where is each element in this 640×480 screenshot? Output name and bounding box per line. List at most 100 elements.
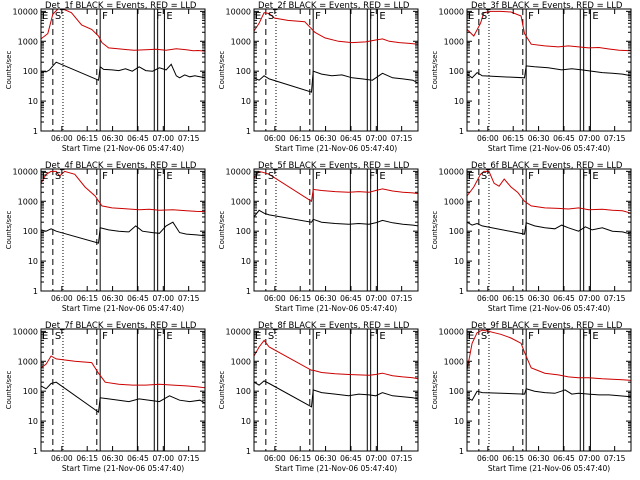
events-series-line xyxy=(253,380,419,408)
interval-marker-label: F xyxy=(528,171,534,182)
y-tick-label: 10 xyxy=(28,257,38,266)
interval-marker-label: E xyxy=(42,331,48,342)
interval-marker-label: F xyxy=(156,171,162,182)
x-axis-label: Start Time (21-Nov-06 05:47:40) xyxy=(62,304,184,313)
interval-marker-label: S xyxy=(481,171,487,182)
plot-frame xyxy=(466,168,632,292)
y-tick-label: 10000 xyxy=(13,167,38,176)
x-tick-label: 07:15 xyxy=(391,294,413,303)
x-tick-label: 07:00 xyxy=(152,294,174,303)
interval-marker-label: E xyxy=(379,11,385,22)
x-tick-label: 06:00 xyxy=(264,454,286,463)
detector-panel-5: 1 10 100 1000 10000 06:00 06:15 06:30 06:45 07:00… xyxy=(218,161,419,313)
y-tick-label: 1 xyxy=(33,447,38,456)
y-axis-label: Counts/sec xyxy=(5,51,13,90)
plot-frame xyxy=(466,328,632,452)
interval-marker-label: E xyxy=(166,171,172,182)
interval-marker-label: F xyxy=(102,171,108,182)
interval-marker-label: E xyxy=(379,331,385,342)
x-tick-label: 06:30 xyxy=(528,454,550,463)
x-tick-label: 06:30 xyxy=(102,454,124,463)
x-tick-label: 06:15 xyxy=(76,294,98,303)
interval-marker-label: F xyxy=(156,11,162,22)
y-tick-label: 1 xyxy=(459,127,464,136)
panel-title: Det_2f BLACK = Events, RED = LLD xyxy=(258,1,410,11)
x-tick-label: 06:15 xyxy=(502,454,524,463)
x-axis-label: Start Time (21-Nov-06 05:47:40) xyxy=(275,144,397,153)
x-tick-label: 06:15 xyxy=(289,294,311,303)
interval-marker-label: S xyxy=(55,171,61,182)
plot-frame xyxy=(253,168,419,292)
panel-title: Det_3f BLACK = Events, RED = LLD xyxy=(471,1,623,11)
interval-marker-label: F xyxy=(315,11,321,22)
y-tick-label: 1000 xyxy=(444,197,464,206)
interval-marker-label: F xyxy=(156,331,162,342)
x-axis-label: Start Time (21-Nov-06 05:47:40) xyxy=(488,144,610,153)
lld-series-line xyxy=(466,170,632,214)
y-tick-label: 100 xyxy=(449,67,464,76)
panel-title: Det_5f BLACK = Events, RED = LLD xyxy=(258,161,410,171)
y-tick-label: 1000 xyxy=(18,37,38,46)
interval-marker-label: F xyxy=(369,331,375,342)
interval-marker-label: E xyxy=(255,11,261,22)
y-axis-label: Counts/sec xyxy=(218,51,226,90)
x-tick-label: 07:15 xyxy=(178,134,200,143)
y-tick-label: 10000 xyxy=(439,7,464,16)
y-axis-label: Counts/sec xyxy=(5,371,13,410)
detector-panel-7: 1 10 100 1000 10000 06:00 06:15 06:30 06:45 07:00… xyxy=(5,321,206,473)
x-tick-label: 06:15 xyxy=(502,294,524,303)
x-tick-label: 06:30 xyxy=(102,134,124,143)
x-tick-label: 06:00 xyxy=(477,294,499,303)
events-series-line xyxy=(253,70,419,93)
y-axis-label: Counts/sec xyxy=(431,51,439,90)
x-tick-label: 07:00 xyxy=(365,134,387,143)
panel-title: Det_1f BLACK = Events, RED = LLD xyxy=(45,1,197,11)
events-series-line xyxy=(253,209,419,227)
y-tick-label: 100 xyxy=(449,227,464,236)
y-tick-label: 1 xyxy=(459,447,464,456)
y-tick-label: 1 xyxy=(459,287,464,296)
plot-frame xyxy=(253,328,419,452)
x-tick-label: 06:30 xyxy=(315,294,337,303)
detector-panel-1: 1 10 100 1000 10000 06:00 06:15 06:30 06:45 07:00… xyxy=(5,1,206,153)
x-tick-label: 06:00 xyxy=(264,134,286,143)
x-axis-label: Start Time (21-Nov-06 05:47:40) xyxy=(275,304,397,313)
x-tick-label: 06:30 xyxy=(102,294,124,303)
events-series-line xyxy=(40,61,206,81)
x-tick-label: 07:15 xyxy=(178,454,200,463)
y-tick-label: 10 xyxy=(28,97,38,106)
x-tick-label: 06:15 xyxy=(289,454,311,463)
x-tick-label: 06:30 xyxy=(315,454,337,463)
x-tick-label: 06:00 xyxy=(264,294,286,303)
x-axis-label: Start Time (21-Nov-06 05:47:40) xyxy=(275,464,397,473)
y-tick-label: 1000 xyxy=(444,357,464,366)
events-series-line xyxy=(466,388,632,401)
interval-marker-label: F xyxy=(582,171,588,182)
y-tick-label: 10 xyxy=(28,417,38,426)
detector-panel-9: 1 10 100 1000 10000 06:00 06:15 06:30 06:45 07:00… xyxy=(431,321,632,473)
y-tick-label: 1000 xyxy=(18,197,38,206)
y-tick-label: 10 xyxy=(454,97,464,106)
detector-panel-6: 1 10 100 1000 10000 06:00 06:15 06:30 06:45 07:00… xyxy=(431,161,632,313)
y-tick-label: 1 xyxy=(246,447,251,456)
y-tick-label: 10000 xyxy=(226,167,251,176)
lld-series-line xyxy=(253,339,419,380)
x-tick-label: 07:00 xyxy=(152,134,174,143)
x-tick-label: 06:30 xyxy=(528,294,550,303)
detector-panel-3: 1 10 100 1000 10000 06:00 06:15 06:30 06:45 07:00… xyxy=(431,1,632,153)
interval-marker-label: S xyxy=(481,11,487,22)
interval-marker-label: S xyxy=(55,331,61,342)
y-tick-label: 10 xyxy=(454,417,464,426)
x-tick-label: 07:15 xyxy=(604,294,626,303)
lld-series-line xyxy=(40,355,206,389)
interval-marker-label: F xyxy=(102,331,108,342)
x-axis-label: Start Time (21-Nov-06 05:47:40) xyxy=(62,144,184,153)
x-tick-label: 06:45 xyxy=(340,134,362,143)
y-tick-label: 10000 xyxy=(226,327,251,336)
events-series-line xyxy=(466,221,632,235)
y-tick-label: 10000 xyxy=(226,7,251,16)
panel-title: Det_6f BLACK = Events, RED = LLD xyxy=(471,161,623,171)
x-tick-label: 07:15 xyxy=(604,454,626,463)
x-tick-label: 06:45 xyxy=(340,454,362,463)
events-series-line xyxy=(40,221,206,244)
